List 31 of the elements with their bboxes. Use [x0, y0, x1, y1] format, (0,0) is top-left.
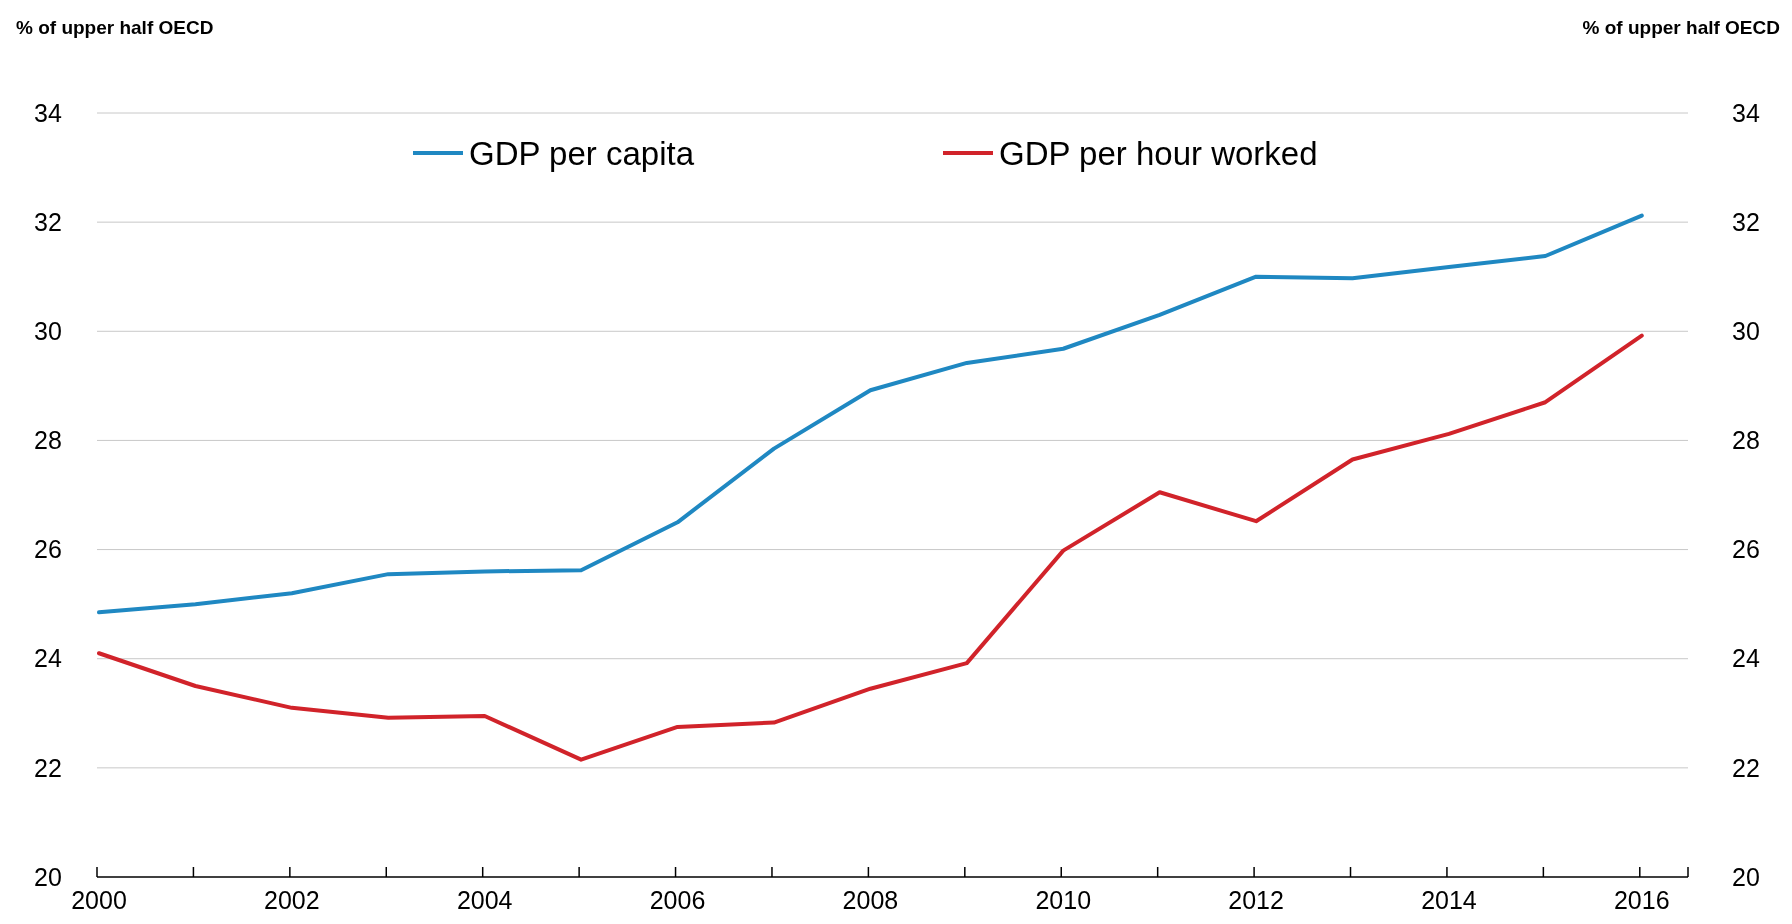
y2-tick-label: 30	[1732, 317, 1760, 346]
y2-tick-label: 22	[1732, 753, 1760, 782]
y2-tick-label: 26	[1732, 535, 1760, 564]
y2-tick-label: 32	[1732, 207, 1760, 236]
x-tick-label: 2012	[1228, 886, 1284, 914]
y-tick-label: 24	[34, 644, 62, 673]
x-tick-label: 2014	[1421, 886, 1477, 914]
line-series	[97, 333, 1644, 762]
line-series	[97, 213, 1644, 615]
x-tick-label: 2010	[1035, 886, 1092, 914]
x-tick-label: 2002	[264, 886, 320, 914]
x-tick-label: 2008	[842, 886, 899, 914]
y2-tick-label: 20	[1732, 862, 1760, 891]
y-tick-label: 26	[34, 535, 62, 564]
legend-label: GDP per capita	[469, 134, 695, 172]
legend-label: GDP per hour worked	[999, 134, 1318, 172]
y-tick-label: 34	[34, 98, 62, 127]
y-tick-label: 30	[34, 317, 62, 346]
y-axis-title: % of upper half OECD	[16, 17, 214, 38]
x-tick-label: 2006	[649, 886, 706, 914]
y-tick-label: 22	[34, 753, 62, 782]
y2-tick-label: 24	[1732, 644, 1760, 673]
y2-axis-title: % of upper half OECD	[1582, 17, 1780, 38]
y2-tick-label: 34	[1732, 98, 1760, 127]
y-tick-label: 28	[34, 426, 62, 455]
x-tick-label: 2016	[1613, 886, 1670, 914]
y-tick-label: 32	[34, 207, 62, 236]
x-tick-label: 2004	[456, 886, 513, 914]
x-tick-label: 2000	[71, 886, 127, 914]
y-tick-label: 20	[34, 862, 62, 891]
y2-tick-label: 28	[1732, 426, 1760, 455]
